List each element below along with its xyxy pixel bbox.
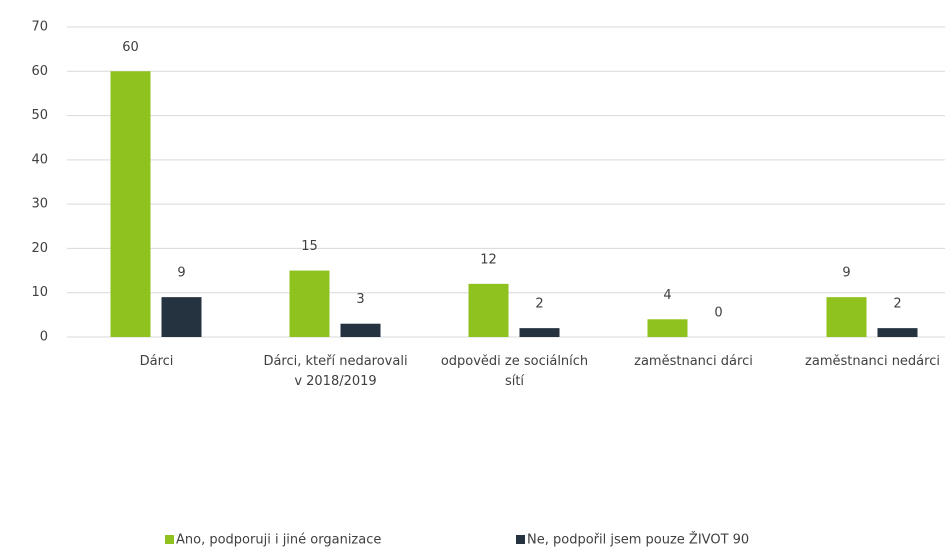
x-tick-label: zaměstnanci nedárci: [805, 354, 940, 369]
x-tick-label: Dárci, kteří nedarovali v 2018/2019: [263, 354, 408, 389]
data-label: 2: [893, 297, 901, 312]
data-label: 60: [122, 40, 139, 55]
bar: [519, 328, 560, 337]
legend-label: Ne, podpořil jsem pouze ŽIVOT 90: [527, 532, 749, 548]
bar: [340, 323, 381, 337]
data-label: 0: [714, 306, 722, 321]
y-tick-label: 20: [31, 241, 48, 256]
data-label: 3: [356, 292, 364, 307]
legend-swatch: [165, 535, 174, 544]
bar: [289, 270, 330, 337]
bar: [826, 297, 867, 337]
bar: [110, 71, 151, 338]
data-label: 15: [301, 239, 318, 254]
y-tick-label: 50: [31, 108, 48, 123]
bar: [877, 328, 918, 337]
y-tick-label: 10: [31, 285, 48, 300]
y-tick-label: 0: [40, 330, 48, 345]
x-tick-label: odpovědi ze sociálních sítí: [440, 354, 589, 389]
data-label: 9: [177, 266, 185, 281]
legend-label: Ano, podporuji i jiné organizace: [176, 533, 381, 548]
data-label: 9: [842, 266, 850, 281]
y-tick-label: 40: [31, 152, 48, 167]
data-label: 4: [663, 288, 671, 303]
data-label: 2: [535, 297, 543, 312]
bar: [161, 297, 202, 337]
y-tick-label: 70: [31, 20, 48, 35]
x-tick-label: Dárci: [139, 354, 174, 369]
legend-swatch: [516, 535, 525, 544]
y-tick-label: 60: [31, 64, 48, 79]
y-tick-label: 30: [31, 197, 48, 212]
bar: [468, 283, 509, 337]
data-label: 12: [480, 252, 497, 267]
bar: [647, 319, 688, 337]
x-tick-label: zaměstnanci dárci: [634, 354, 753, 369]
